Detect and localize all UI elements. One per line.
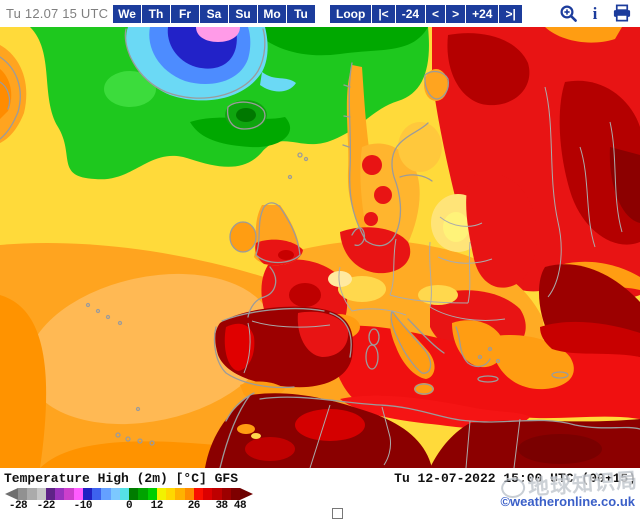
day-button-we[interactable]: We xyxy=(113,5,141,23)
country-borders xyxy=(243,86,623,468)
colorbar-tick-48: 48 xyxy=(233,500,247,512)
day-buttons: We Th Fr Sa Su Mo Tu xyxy=(113,5,315,23)
colorbar-segment xyxy=(156,488,166,500)
print-icon[interactable] xyxy=(612,3,632,23)
loop-button-5[interactable]: +24 xyxy=(465,5,499,23)
colorbar-tick-26: 26 xyxy=(187,500,201,512)
day-button-fr[interactable]: Fr xyxy=(170,5,199,23)
colorbar-segment xyxy=(64,488,74,500)
colorbar-ticks: -28 -22 -10 0 12 26 38 48 xyxy=(9,500,247,513)
colorbar-left-arrow xyxy=(5,488,18,500)
day-button-th[interactable]: Th xyxy=(141,5,170,23)
toolbar-icons: i xyxy=(558,3,632,23)
zoom-in-icon[interactable] xyxy=(558,3,578,23)
partial-checkbox[interactable] xyxy=(332,508,343,519)
colorbar-segment xyxy=(73,488,83,500)
current-time-label: Tu 12.07 15 UTC xyxy=(6,6,109,21)
colorbar-segment xyxy=(119,488,129,500)
loop-button-4[interactable]: > xyxy=(445,5,466,23)
loop-button-6[interactable]: >| xyxy=(498,5,522,23)
colorbar-segment xyxy=(230,488,240,500)
colorbar-segment xyxy=(110,488,120,500)
toolbar: Tu 12.07 15 UTC We Th Fr Sa Su Mo Tu Loop |< -24… xyxy=(0,0,640,27)
day-button-tu[interactable]: Tu xyxy=(286,5,315,23)
colorbar-segment xyxy=(175,488,185,500)
colorbar-segment xyxy=(129,488,139,500)
colorbar-tick--28: -28 xyxy=(8,500,28,512)
colorbar-segment xyxy=(18,488,28,500)
colorbar-tick-0: 0 xyxy=(125,500,133,512)
colorbar-segment xyxy=(82,488,92,500)
colorbar-right-arrow xyxy=(240,488,253,500)
loop-button-2[interactable]: -24 xyxy=(394,5,426,23)
loop-controls: Loop |< -24 < > +24 >| xyxy=(330,5,522,23)
day-button-sa[interactable]: Sa xyxy=(199,5,228,23)
colorbar-segment xyxy=(212,488,222,500)
colorbar-segment xyxy=(45,488,55,500)
colorbar-segments xyxy=(18,488,240,500)
day-button-su[interactable]: Su xyxy=(228,5,257,23)
colorbar-segment xyxy=(92,488,102,500)
colorbar-tick-12: 12 xyxy=(150,500,164,512)
colorbar-tick--10: -10 xyxy=(73,500,93,512)
colorbar-segment xyxy=(27,488,37,500)
loop-button-0[interactable]: Loop xyxy=(330,5,372,23)
colorbar-segment xyxy=(55,488,65,500)
loop-button-1[interactable]: |< xyxy=(371,5,395,23)
colorbar-tick--22: -22 xyxy=(36,500,56,512)
legend-bar: Temperature High (2m) [°C] GFS Tu 12-07-… xyxy=(0,468,640,519)
colorbar-segment xyxy=(203,488,213,500)
valid-time-label: Tu 12-07-2022 15:00 UTC (00+15) xyxy=(394,471,636,486)
colorbar-segment xyxy=(147,488,157,500)
day-button-mo[interactable]: Mo xyxy=(257,5,286,23)
copyright-label: ©weatheronline.co.uk xyxy=(500,494,635,509)
colorbar-segment xyxy=(193,488,203,500)
colorbar-segment xyxy=(36,488,46,500)
colorbar-tick-38: 38 xyxy=(215,500,228,512)
colorbar-segment xyxy=(221,488,231,500)
legend-title: Temperature High (2m) [°C] GFS xyxy=(4,471,239,486)
colorbar-segment xyxy=(184,488,194,500)
temperature-colorbar xyxy=(5,488,253,500)
map-canvas xyxy=(0,27,640,468)
colorbar-segment xyxy=(166,488,176,500)
colorbar-segment xyxy=(138,488,148,500)
temperature-map[interactable] xyxy=(0,27,640,468)
coastlines xyxy=(0,28,640,468)
colorbar-segment xyxy=(101,488,111,500)
loop-button-3[interactable]: < xyxy=(425,5,446,23)
info-icon[interactable]: i xyxy=(592,3,598,23)
